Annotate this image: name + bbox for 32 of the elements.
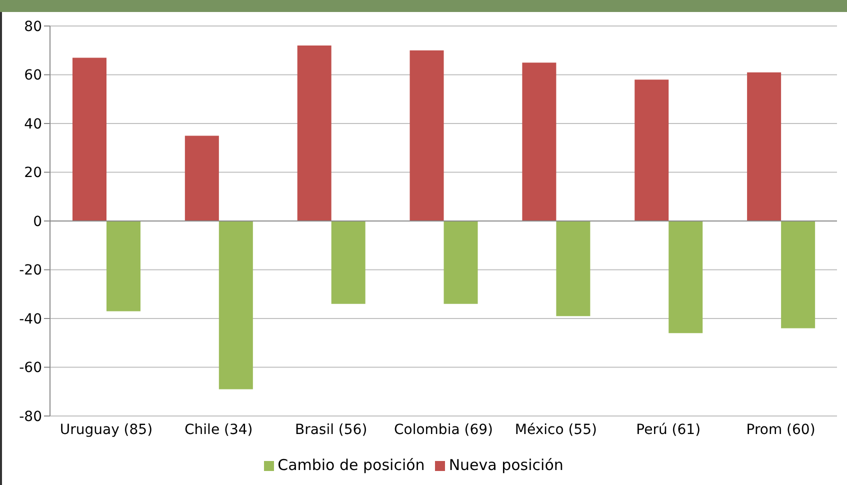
y-tick-label: -20 [19,262,42,279]
x-tick-label: Perú (61) [636,422,701,438]
x-tick-label: Chile (34) [184,422,253,438]
bar [747,72,782,221]
legend-label: Nueva posición [448,456,564,474]
legend-label: Cambio de posición [278,456,425,474]
x-tick-label: Uruguay (85) [60,422,153,438]
bar [184,136,219,221]
y-tick-label: -60 [19,360,42,376]
bar [634,80,669,221]
x-tick-label: México (55) [514,422,597,438]
bar [72,58,106,221]
y-tick-label: 60 [24,68,42,84]
bar [331,221,366,304]
y-tick-label: 80 [24,18,42,35]
bar [297,46,332,221]
x-tick-label: Prom (60) [746,422,816,438]
y-tick-label: -40 [19,311,42,328]
y-tick-label: 40 [24,116,42,132]
bar [556,221,590,316]
y-tick-label: -80 [19,408,42,425]
bar [781,221,816,328]
x-tick-label: Brasil (56) [294,422,368,438]
bar [410,50,444,221]
y-tick-label: 0 [33,214,42,230]
y-tick-label: 20 [24,165,42,182]
bar [668,221,703,334]
bar [218,221,253,390]
bar [106,221,140,312]
bar [522,62,556,221]
bar [444,221,478,304]
x-tick-label: Colombia (69) [394,422,493,438]
